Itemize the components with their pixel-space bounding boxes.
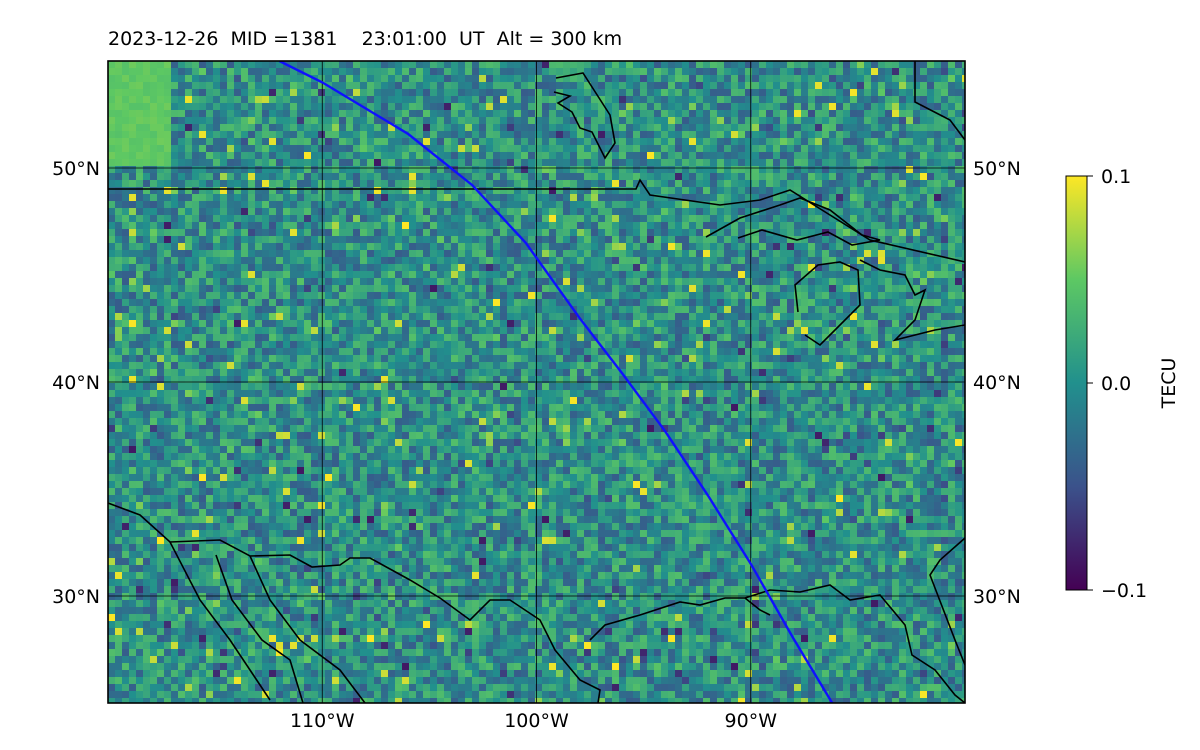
lon-tick-label: 90°W xyxy=(725,710,778,732)
map-plot-area[interactable] xyxy=(107,60,969,705)
lake-superior xyxy=(705,197,881,246)
mexico-border xyxy=(108,502,601,703)
colorbar-tick-label: 0.0 xyxy=(1101,373,1131,395)
lat-tick-label-left: 40°N xyxy=(52,372,100,394)
axis-labels: 110°W 100°W 90°W 50°N 50°N 40°N 40°N 30°N 30°N xyxy=(52,158,1021,732)
lake-huron xyxy=(859,259,965,342)
tec-pixel-field xyxy=(108,61,965,703)
lake-michigan xyxy=(794,261,861,347)
colorbar-label: TECU xyxy=(1158,358,1180,410)
colorbar-tick-label: −0.1 xyxy=(1101,580,1147,602)
colorbar-ticks: 0.1 0.0 −0.1 xyxy=(1087,166,1147,602)
us-canada-border xyxy=(108,178,965,263)
map-title: 2023-12-26 MID =1381 23:01:00 UT Alt = 3… xyxy=(108,28,623,50)
map-border xyxy=(107,60,966,704)
pacific-mexico-coast xyxy=(249,555,366,703)
lat-tick-label-right: 30°N xyxy=(973,586,1021,608)
baja-california xyxy=(169,541,271,701)
hudson-bay-coast xyxy=(553,72,616,160)
texas-gulf-coast xyxy=(589,597,771,641)
gulf-coast xyxy=(744,584,965,703)
lat-tick-label-right: 40°N xyxy=(973,372,1021,394)
colorbar-tick-label: 0.1 xyxy=(1101,166,1131,188)
lat-tick-label-right: 50°N xyxy=(973,158,1021,180)
lon-tick-label: 110°W xyxy=(290,710,355,732)
gulf-of-california xyxy=(215,554,304,703)
lat-tick-label-left: 50°N xyxy=(52,158,100,180)
satellite-track xyxy=(278,61,834,703)
colorbar-gradient xyxy=(1065,175,1088,591)
colorbar: 0.1 0.0 −0.1 TECU xyxy=(1065,166,1180,602)
coastlines-and-borders xyxy=(108,61,965,703)
lon-tick-label: 100°W xyxy=(504,710,569,732)
lat-tick-label-left: 30°N xyxy=(52,586,100,608)
northeast-coast xyxy=(914,61,965,141)
florida-coast xyxy=(929,537,965,666)
